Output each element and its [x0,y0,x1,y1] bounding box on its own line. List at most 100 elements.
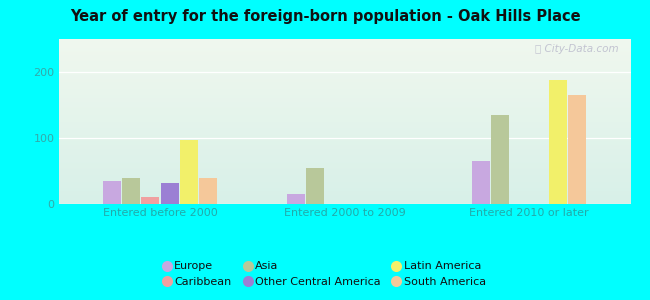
Bar [58,39,630,40]
Bar [58,55,630,56]
Bar [549,80,567,204]
Bar [58,196,630,197]
Bar [58,70,630,71]
Bar [58,138,630,139]
Bar [58,155,630,156]
Bar [58,174,630,175]
Bar [58,160,630,161]
Bar [58,118,630,119]
Bar [58,166,630,167]
Bar [471,161,489,204]
Bar [58,75,630,76]
Bar [58,119,630,120]
Bar [58,58,630,59]
Bar [58,120,630,121]
Bar [58,146,630,147]
Bar [58,57,630,58]
Bar [58,127,630,128]
Bar [58,100,630,101]
Bar [58,117,630,118]
Bar [58,116,630,117]
Bar [58,183,630,184]
Bar [58,184,630,185]
Bar [306,168,324,204]
Bar [58,136,630,137]
Bar [58,89,630,90]
Bar [58,121,630,122]
Bar [58,56,630,57]
Bar [58,122,630,123]
Bar [58,43,630,44]
Bar [58,115,630,116]
Bar [58,125,630,126]
Bar [58,94,630,95]
Bar [58,49,630,50]
Bar [58,71,630,72]
Bar [58,109,630,110]
Bar [58,188,630,189]
Bar [58,105,630,106]
Bar [58,193,630,194]
Bar [58,177,630,178]
Bar [58,67,630,68]
Bar [58,74,630,75]
Bar [58,72,630,73]
Bar [58,112,630,113]
Bar [58,97,630,98]
Bar [58,78,630,79]
Bar [200,178,218,204]
Bar [58,152,630,153]
Bar [161,183,179,204]
Legend: Europe, Caribbean, Asia, Other Central America, Latin America, South America: Europe, Caribbean, Asia, Other Central A… [160,257,490,291]
Bar [58,61,630,62]
Bar [58,86,630,87]
Bar [58,165,630,166]
Bar [58,128,630,129]
Bar [58,52,630,53]
Bar [58,123,630,124]
Bar [58,140,630,141]
Bar [58,134,630,135]
Bar [58,162,630,163]
Bar [58,99,630,100]
Bar [58,132,630,133]
Bar [58,59,630,60]
Bar [58,91,630,92]
Bar [58,135,630,136]
Bar [58,147,630,148]
Bar [180,140,198,204]
Bar [103,181,120,204]
Bar [58,151,630,152]
Bar [58,126,630,127]
Bar [58,145,630,146]
Bar [58,54,630,55]
Bar [58,82,630,83]
Bar [58,154,630,155]
Bar [58,108,630,109]
Bar [58,111,630,112]
Bar [58,42,630,43]
Text: Ⓢ City-Data.com: Ⓢ City-Data.com [536,44,619,54]
Bar [58,46,630,47]
Bar [58,64,630,65]
Bar [58,158,630,159]
Bar [58,202,630,203]
Bar [58,48,630,49]
Bar [58,175,630,176]
Bar [58,102,630,103]
Bar [58,159,630,160]
Bar [58,148,630,149]
Bar [58,131,630,132]
Bar [58,76,630,77]
Bar [58,203,630,204]
Bar [58,83,630,84]
Bar [58,95,630,96]
Bar [58,129,630,130]
Bar [58,197,630,198]
Bar [58,172,630,173]
Bar [58,149,630,150]
Bar [58,81,630,82]
Bar [58,178,630,179]
Bar [58,40,630,41]
Bar [58,179,630,180]
